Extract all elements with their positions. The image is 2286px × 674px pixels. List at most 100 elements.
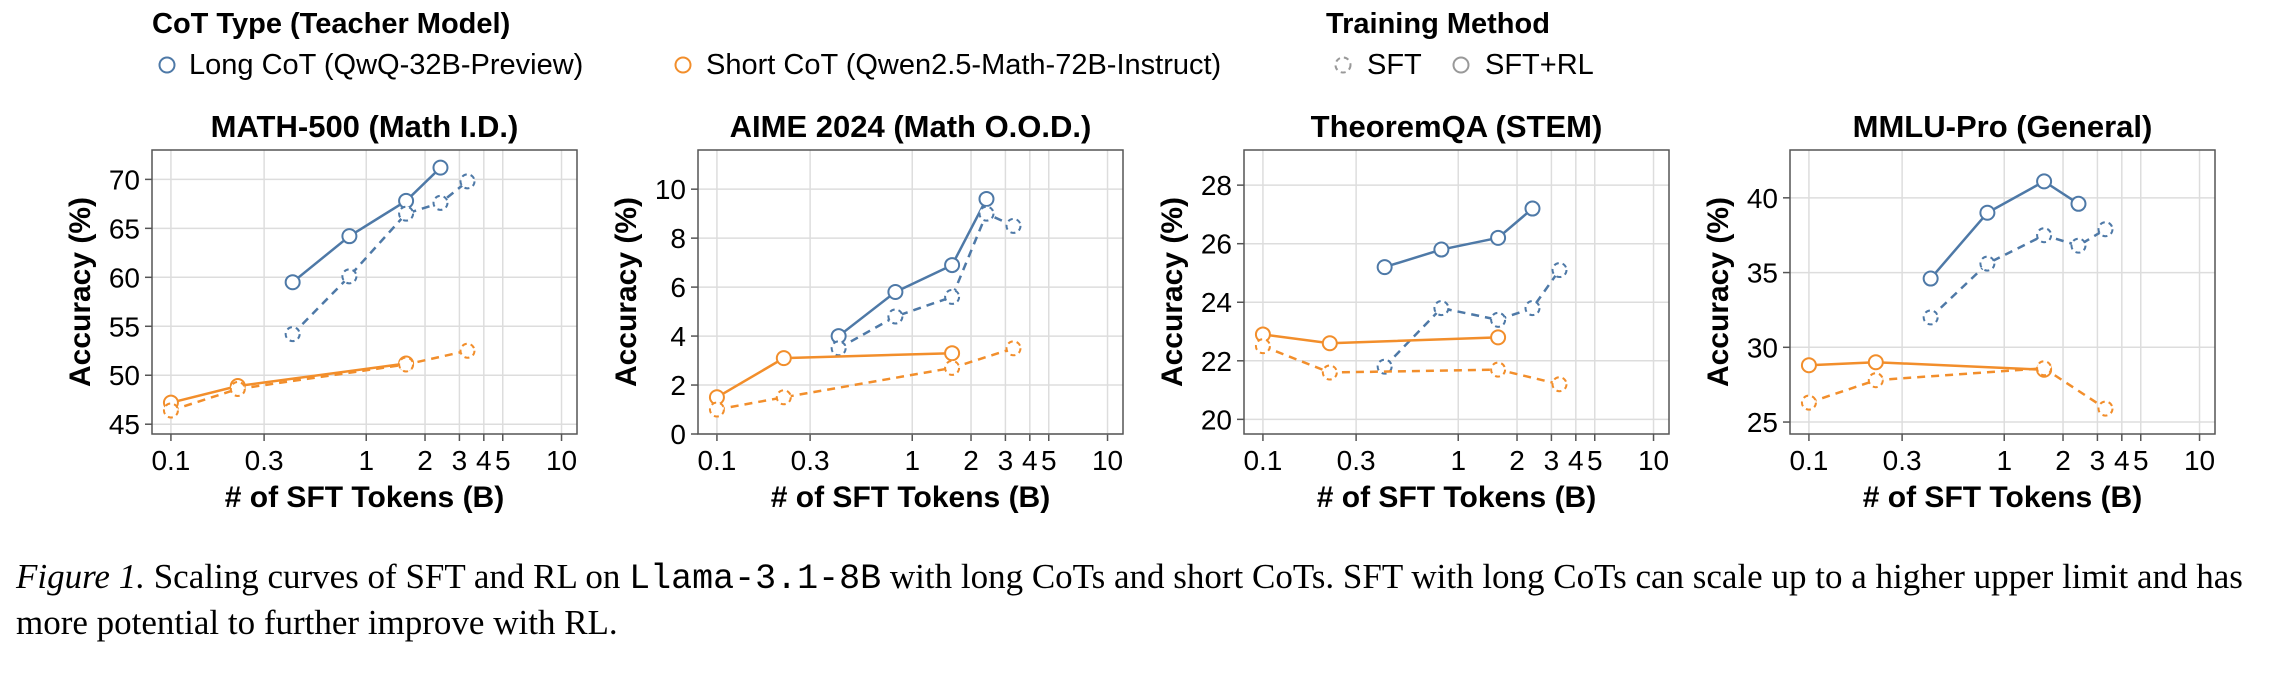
data-point-long-cot-sft-rl [1376, 259, 1393, 276]
data-point-short-cot-sft-rl [1490, 329, 1507, 346]
data-point-long-cot-sft [1005, 217, 1022, 234]
y-tick-label: 40 [1747, 183, 1778, 214]
series-line-short-cot-sft [170, 349, 468, 412]
series-line-long-cot-sft [291, 180, 469, 335]
data-point-short-cot-sft [1551, 376, 1568, 393]
data-point-short-cot-sft-rl [1867, 354, 1884, 371]
x-tick-label: 3 [998, 445, 1014, 476]
data-point-short-cot-sft [229, 380, 246, 397]
x-tick-label: 0.1 [151, 445, 190, 476]
legend: CoT Type (Teacher Model) Long CoT (QwQ-3… [152, 8, 1594, 81]
data-point-long-cot-sft-rl [1433, 241, 1450, 258]
x-tick-label: 1 [358, 445, 374, 476]
data-point-long-cot-sft [830, 340, 847, 357]
data-point-short-cot-sft-rl [1800, 357, 1817, 374]
series-line-long-cot-sft-rl [837, 198, 988, 338]
caption-text-after: with long CoTs and short CoTs. SFT with … [16, 557, 2243, 642]
x-tick-label: 5 [495, 445, 511, 476]
data-point-short-cot-sft [459, 342, 476, 359]
data-point-long-cot-sft [1979, 255, 1996, 272]
series-line-long-cot-sft-rl [291, 166, 442, 284]
x-tick-label: 4 [476, 445, 492, 476]
data-point-short-cot-sft [162, 402, 179, 419]
data-point-long-cot-sft-rl [432, 159, 449, 176]
y-tick-label: 70 [109, 164, 140, 195]
x-tick-label: 5 [1587, 445, 1603, 476]
data-point-long-cot-sft [2036, 227, 2053, 244]
data-point-long-cot-sft [459, 173, 476, 190]
chart-title: MATH-500 (Math I.D.) [211, 109, 519, 144]
x-tick-label: 10 [1092, 445, 1123, 476]
y-axis-label: Accuracy (%) [64, 197, 97, 387]
y-axis-label: Accuracy (%) [1702, 197, 1735, 387]
legend-sft-marker [1334, 56, 1352, 74]
y-axis-label: Accuracy (%) [1156, 197, 1189, 387]
caption-text-before: Scaling curves of SFT and RL on [144, 557, 630, 596]
y-tick-label: 30 [1747, 332, 1778, 363]
data-point-long-cot-sft [887, 308, 904, 325]
series-line-short-cot-sft [1808, 366, 2107, 410]
x-axis-label: # of SFT Tokens (B) [771, 481, 1050, 514]
x-tick-label: 1 [1450, 445, 1466, 476]
x-axis-label: # of SFT Tokens (B) [225, 481, 504, 514]
data-point-long-cot-sft-rl [2070, 195, 2087, 212]
y-tick-label: 65 [109, 213, 140, 244]
data-point-long-cot-sft-rl [1922, 270, 1939, 287]
legend-sft-label: SFT [1367, 49, 1422, 81]
series-line-short-cot-sft-rl [170, 362, 407, 404]
y-tick-label: 2 [670, 370, 686, 401]
x-tick-label: 0.3 [245, 445, 284, 476]
chart-1: MATH-500 (Math I.D.)0.1 0.3 1 2 3 4 5 104550556… [64, 109, 578, 514]
chart-title: TheoremQA (STEM) [1311, 109, 1603, 144]
series-line-long-cot-sft [838, 212, 1015, 350]
x-axis-label: # of SFT Tokens (B) [1863, 481, 2142, 514]
data-point-short-cot-sft-rl [944, 345, 961, 362]
charts: MATH-500 (Math I.D.)0.1 0.3 1 2 3 4 5 104550556… [64, 109, 2216, 514]
data-point-short-cot-sft [1321, 364, 1338, 381]
y-tick-label: 6 [670, 272, 686, 303]
y-tick-label: 4 [670, 321, 686, 352]
data-point-long-cot-sft-rl [1979, 204, 1996, 221]
y-tick-label: 8 [670, 223, 686, 254]
series-line-short-cot-sft [1262, 345, 1560, 386]
legend-long-label: Long CoT (QwQ-32B-Preview) [189, 49, 583, 81]
data-point-short-cot-sft [1005, 340, 1022, 357]
series-line-short-cot-sft-rl [1262, 333, 1499, 345]
x-tick-label: 3 [1544, 445, 1560, 476]
legend-short-label: Short CoT (Qwen2.5-Math-72B-Instruct) [706, 49, 1221, 81]
data-point-long-cot-sft-rl [978, 190, 995, 207]
plot-frame [151, 149, 578, 435]
legend-method-title: Training Method [1326, 8, 1550, 40]
y-tick-label: 24 [1201, 287, 1232, 318]
data-point-short-cot-sft [2097, 400, 2114, 417]
chart-title: MMLU-Pro (General) [1853, 109, 2153, 144]
data-point-long-cot-sft [978, 205, 995, 222]
figure-caption: Figure 1. Scaling curves of SFT and RL o… [16, 555, 2266, 645]
x-tick-label: 10 [546, 445, 577, 476]
data-point-short-cot-sft [398, 356, 415, 373]
data-point-short-cot-sft [1800, 394, 1817, 411]
legend-long-marker [158, 56, 176, 74]
x-tick-label: 0.1 [697, 445, 736, 476]
x-tick-label: 5 [2133, 445, 2149, 476]
caption-model: Llama-3.1-8B [629, 559, 882, 599]
x-axis-label: # of SFT Tokens (B) [1317, 481, 1596, 514]
x-tick-label: 0.1 [1789, 445, 1828, 476]
x-tick-label: 0.3 [791, 445, 830, 476]
plot-frame [1243, 149, 1670, 435]
caption-label: Figure 1. [16, 557, 145, 596]
data-point-short-cot-sft [775, 389, 792, 406]
data-point-long-cot-sft [284, 326, 301, 343]
data-point-long-cot-sft-rl [1490, 229, 1507, 246]
y-tick-label: 0 [670, 419, 686, 450]
data-point-long-cot-sft-rl [887, 284, 904, 300]
x-tick-label: 4 [2114, 445, 2130, 476]
y-tick-label: 25 [1747, 407, 1778, 438]
data-point-long-cot-sft-rl [944, 257, 961, 274]
legend-cot-title: CoT Type (Teacher Model) [152, 8, 510, 40]
chart-title: AIME 2024 (Math O.O.D.) [730, 109, 1092, 144]
plot-frame [697, 149, 1124, 435]
x-tick-label: 2 [1509, 445, 1525, 476]
y-tick-label: 60 [109, 262, 140, 293]
data-point-long-cot-sft [1551, 262, 1568, 279]
